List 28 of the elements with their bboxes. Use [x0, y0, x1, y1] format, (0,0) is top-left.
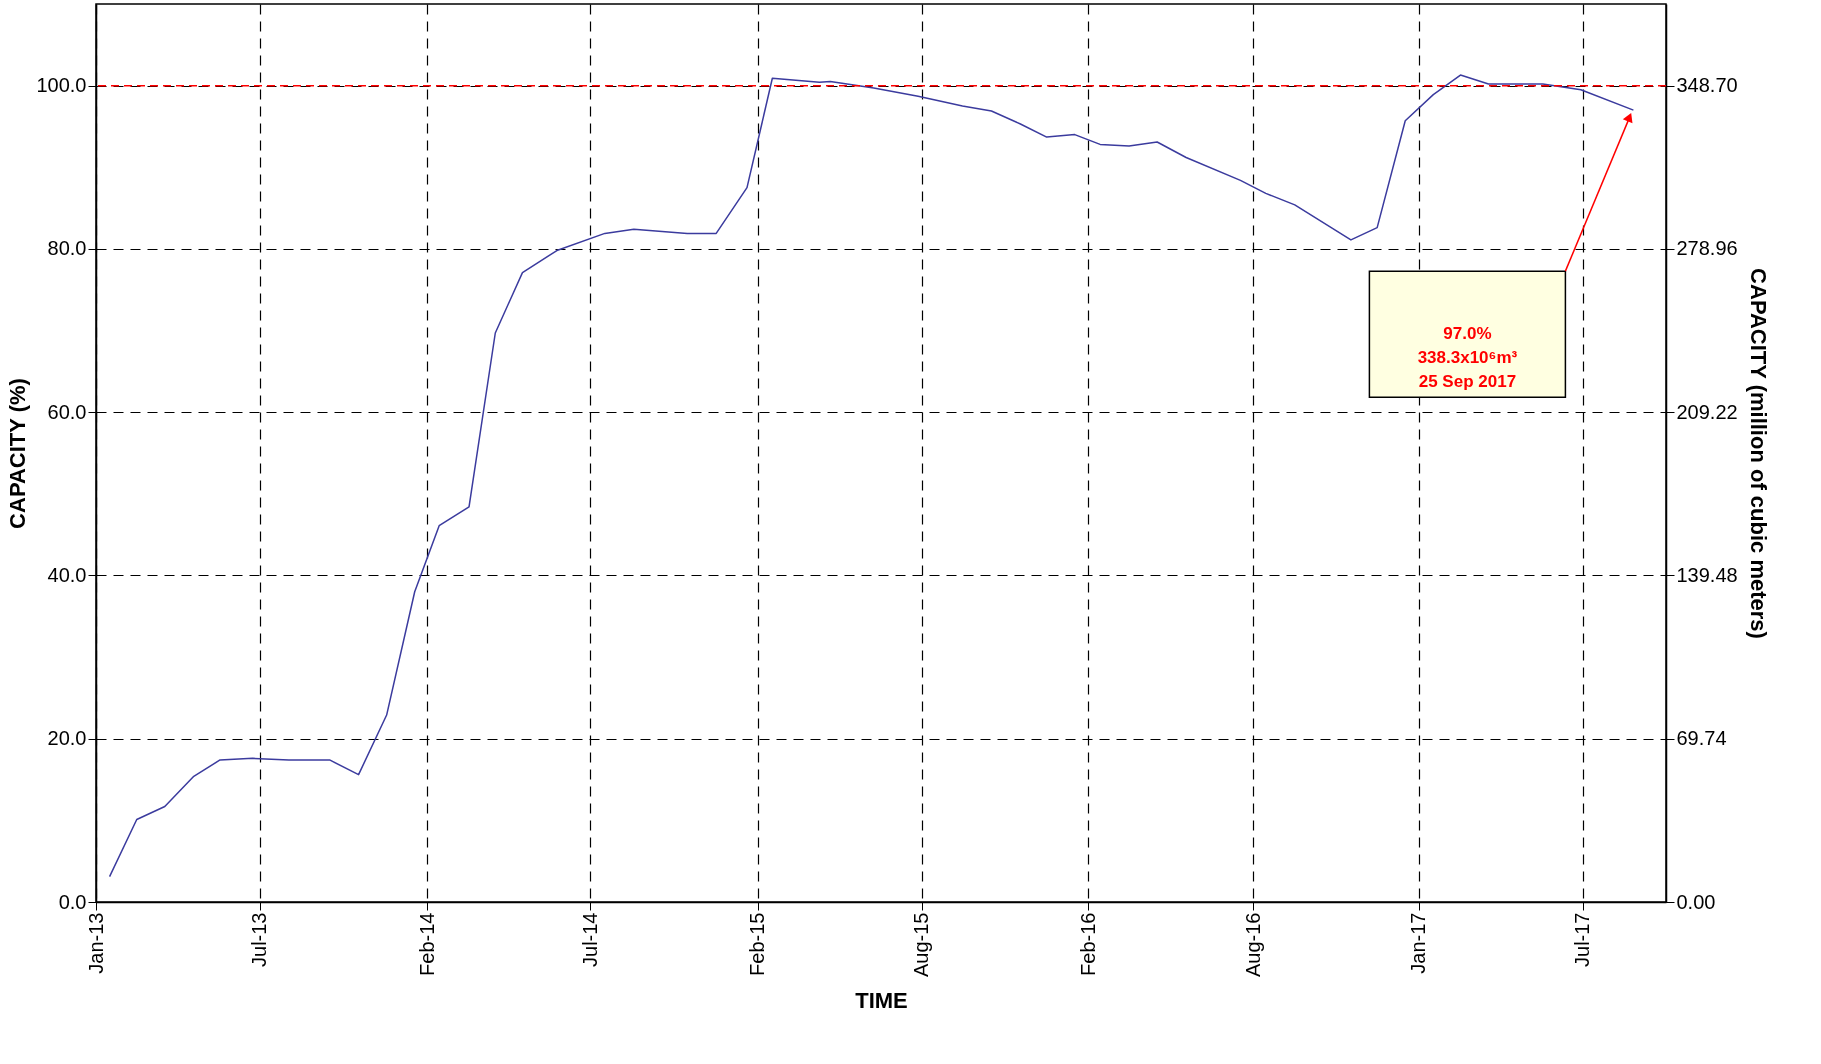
x-tick-label: Jul-17 — [1571, 912, 1594, 967]
x-tick-label: Jul-14 — [578, 912, 601, 967]
y-tick-label: 20.0 — [47, 727, 87, 750]
x-tick-label: Aug-16 — [1241, 912, 1264, 977]
y-tick-label: 0.0 — [58, 890, 87, 913]
line-series — [108, 74, 1635, 878]
y2-tick-label: 139.48 — [1676, 563, 1738, 586]
x-tick-label: Feb-14 — [415, 912, 438, 976]
y2-tick-label: 0.00 — [1676, 890, 1716, 913]
y2-tick-label: 209.22 — [1676, 400, 1738, 423]
x-tick-label: Jul-13 — [248, 912, 271, 967]
y2-tick-label: 69.74 — [1676, 727, 1727, 750]
y-tick-label: 40.0 — [47, 563, 87, 586]
y2-tick-label: 348.70 — [1676, 74, 1738, 97]
y2-axis-title: CAPACITY (million of cubic meters) — [1745, 268, 1771, 639]
y2-tick-label: 278.96 — [1676, 237, 1738, 260]
x-tick-label: Aug-15 — [910, 912, 933, 977]
x-tick-label: Jan-17 — [1407, 912, 1430, 974]
annotation: 97.0% 338.3x10⁶m³ 25 Sep 2017 — [1417, 324, 1518, 392]
x-tick-label: Feb-16 — [1076, 912, 1099, 976]
x-tick-label: Feb-15 — [746, 912, 769, 976]
y-tick-label: 60.0 — [47, 400, 87, 423]
x-axis-title: TIME — [855, 987, 908, 1013]
y-tick-label: 100.0 — [36, 74, 87, 97]
x-tick-label: Jan-13 — [84, 912, 107, 974]
callout: 97.0% 338.3x10⁶m³ 25 Sep 2017 — [1368, 112, 1633, 398]
y-axis-title: CAPACITY (%) — [5, 378, 31, 529]
y-tick-label: 80.0 — [47, 237, 87, 260]
